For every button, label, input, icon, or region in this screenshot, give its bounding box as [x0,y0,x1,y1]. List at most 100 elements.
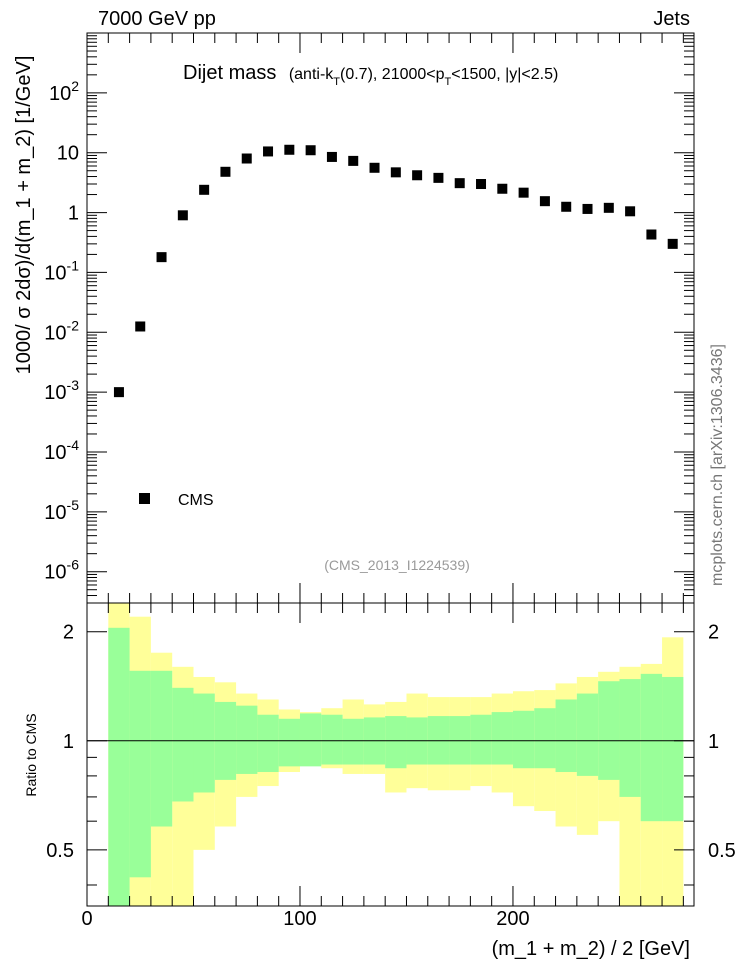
band-bin [150,670,173,827]
data-point [433,172,444,183]
band-bin [512,710,535,769]
y-tick-label-base: 10 [44,442,66,464]
y-tick-label-base: 10 [57,143,79,165]
y-tick-label-base: 10 [44,562,66,584]
y-tick-label-base: 10 [44,382,66,404]
data-point [625,206,636,217]
band-bin [598,681,620,780]
data-point [199,184,210,195]
data-point [454,178,465,189]
data-point [518,187,529,198]
band-bin [193,693,215,793]
y-tick-label: 10-6 [44,557,79,584]
data-point [603,202,614,213]
cms-data-series [113,144,678,398]
legend-label-cms: CMS [178,492,214,509]
legend-marker-cms [139,493,150,504]
y-tick-label: 1 [68,203,79,225]
y-tick-label: 10-3 [44,377,79,404]
y-tick-label: 10-5 [44,497,79,524]
y-tick-label-exponent: 2 [71,78,79,94]
data-point [369,162,380,173]
y-tick-label-base: 10 [44,502,66,524]
main-plot-ticks [86,32,694,604]
y-tick-label-base: 10 [49,83,71,105]
ratio-y-tick-label-right: 1 [708,731,719,753]
data-point [539,196,550,207]
y-tick-label-exponent: -6 [67,557,80,573]
watermark-label: mcplots.cern.ch [arXiv:1306.3436] [709,344,726,586]
ratio-y-tick-label-left: 0.5 [46,840,74,862]
band-bin [470,714,492,765]
band-bin [534,708,556,769]
plot-title-sub: (anti-kT(0.7), 21000<pT<1500, |y|<2.5) [289,66,559,88]
y-tick-label: 10-2 [44,317,79,344]
y-tick-label-exponent: -4 [67,437,80,453]
band-bin [299,713,322,767]
y-tick-label: 10-4 [44,437,79,464]
y-tick-label: 10 [57,143,79,165]
band-bin [172,687,194,802]
main-plot-frame [86,32,695,604]
y-tick-label-base: 10 [44,322,66,344]
ratio-plot-panel: 0.5 0.5 1 1 2 2 0 100 200 Ratio to CMS (m_1 + m… [23,602,736,960]
x-tick-label: 0 [81,908,92,930]
band-bin [576,693,599,776]
data-point [326,151,337,162]
data-point [113,387,124,398]
ratio-y-tick-label-right: 0.5 [708,840,736,862]
band-bin [257,714,279,773]
data-point [497,183,508,194]
analysis-label: (CMS_2013_I1224539) [324,557,470,573]
band-bin [278,718,300,767]
band-bin [321,714,343,765]
ratio-y-tick-label-right: 2 [708,622,719,644]
y-tick-label: 102 [49,78,79,105]
y-tick-label: 10-1 [44,257,79,284]
header-energy-label: 7000 GeV pp [98,8,216,30]
ratio-uncertainty-band-inner [108,627,684,906]
band-bin [640,673,663,822]
y-tick-label-exponent: -1 [67,257,80,273]
ratio-plot-frame [86,602,695,907]
data-point [667,238,678,249]
band-bin [662,676,684,822]
main-plot-y-axis-label: 1000/ σ 2dσ)/d(m_1 + m_2) [1/GeV] [13,56,35,375]
band-bin [555,699,577,773]
data-point [561,201,572,212]
data-point [284,144,295,155]
y-tick-label-base: 10 [44,262,66,284]
band-bin [108,627,130,906]
y-tick-label-exponent: -5 [67,497,80,513]
plot-title-main: Dijet mass [183,62,276,84]
band-bin [619,679,641,797]
ratio-y-axis-label: Ratio to CMS [23,713,39,796]
data-point [220,166,231,177]
ratio-plot-ticks [86,603,694,906]
y-tick-label-exponent: -3 [67,377,80,393]
x-axis-label: (m_1 + m_2) / 2 [GeV] [492,938,690,960]
ratio-y-tick-labels: 0.5 0.5 1 1 2 2 [46,622,736,862]
data-point [241,153,252,164]
band-bin [491,712,513,765]
data-point [348,155,359,166]
header-category-label: Jets [653,8,690,30]
x-tick-label: 100 [283,908,316,930]
data-point [263,146,274,157]
data-point [476,179,487,190]
y-tick-label-base: 1 [68,203,79,225]
data-point [646,229,657,240]
band-bin [236,705,258,774]
band-bin [129,670,151,878]
band-bin [385,716,407,769]
band-bin [342,718,364,765]
ratio-x-tick-labels: 0 100 200 [81,908,529,930]
data-point [390,167,401,178]
data-point [135,321,146,332]
data-point [177,210,188,221]
data-point [582,203,593,214]
y-tick-label-exponent: -2 [67,317,80,333]
